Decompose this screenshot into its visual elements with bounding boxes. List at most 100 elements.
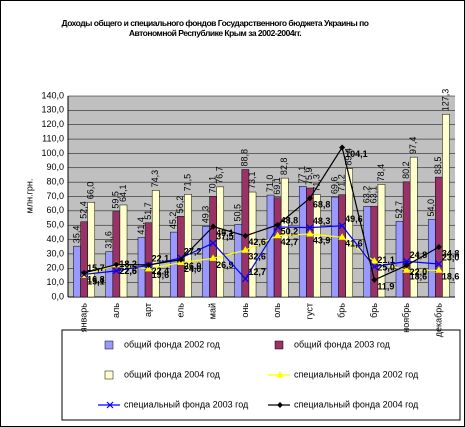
- data-label: 77,1: [297, 166, 307, 184]
- x-tick-label: январь: [79, 303, 89, 333]
- line-marker: [435, 244, 442, 251]
- y-tick-label: 80,0: [46, 177, 64, 187]
- line-marker: [305, 230, 314, 237]
- data-label: 97,4: [408, 137, 418, 155]
- y-axis-label: млн.грн.: [24, 179, 34, 214]
- line: [83, 146, 440, 281]
- bar: [112, 211, 121, 298]
- data-label: 52,7: [394, 201, 404, 219]
- x-tick-label: густ: [304, 303, 314, 319]
- line-marker: [106, 401, 114, 409]
- bar: [119, 204, 128, 298]
- data-label: 22,4: [152, 266, 170, 276]
- data-label: 83,5: [433, 157, 443, 175]
- y-tick-label: 140,0: [41, 90, 64, 100]
- data-label: 48,8: [281, 215, 299, 225]
- legend-label: общий фонда 2003 год: [294, 339, 391, 349]
- data-label: 74,3: [150, 170, 160, 188]
- data-label: 88,8: [240, 149, 250, 167]
- bar: [105, 251, 114, 298]
- data-label: 18,6: [410, 272, 428, 282]
- y-tick-label: 20,0: [46, 263, 64, 273]
- line-marker: [306, 224, 314, 232]
- bar: [395, 221, 404, 298]
- data-label: 70,1: [208, 176, 218, 194]
- x-tick-label: брь: [337, 303, 347, 318]
- x-tick-label: ель: [175, 303, 185, 318]
- data-label: 49,3: [200, 206, 210, 224]
- data-label: 22,5: [119, 266, 137, 276]
- data-label: 41,4: [136, 217, 146, 235]
- bar: [331, 196, 339, 298]
- data-label: 48,3: [313, 216, 331, 226]
- y-tick-label: 90,0: [46, 162, 64, 172]
- data-label: 73,1: [247, 172, 257, 190]
- line-marker: [241, 275, 249, 283]
- data-label: 52,4: [79, 201, 89, 219]
- data-label: 71,2: [337, 174, 347, 192]
- data-label: 27,2: [184, 246, 202, 256]
- bar: [248, 191, 257, 298]
- line-marker: [338, 222, 346, 230]
- legend-swatch: [274, 340, 284, 350]
- line-marker: [306, 195, 313, 202]
- data-label: 24,8: [410, 250, 428, 260]
- line-marker: [434, 266, 443, 273]
- line-marker: [276, 371, 284, 378]
- data-label: 69,6: [329, 177, 339, 195]
- line-marker: [81, 269, 88, 276]
- data-label: 104,1: [345, 149, 368, 159]
- bar: [345, 168, 354, 298]
- line-marker: [371, 276, 378, 283]
- y-tick-label: 130,0: [41, 105, 64, 115]
- line-marker: [277, 402, 283, 408]
- data-label: 56,2: [175, 196, 185, 214]
- legend-label: специальный фонда 2002 год: [294, 369, 419, 379]
- bar: [184, 194, 192, 298]
- data-label: 50,5: [233, 204, 243, 222]
- data-label: 43,9: [313, 235, 331, 245]
- data-label: 21,1: [377, 255, 395, 265]
- data-label: 35,4: [71, 226, 81, 244]
- x-tick-label: онь: [240, 303, 250, 318]
- line-marker: [435, 260, 443, 268]
- legend-swatch: [104, 370, 114, 380]
- data-label: 32,6: [248, 252, 266, 262]
- chart-title: Доходы общего и специального фондов Госу…: [61, 18, 369, 38]
- data-label: 63,1: [369, 186, 379, 204]
- line-marker: [177, 256, 184, 263]
- title-box: Доходы общего и специального фондов Госу…: [61, 18, 369, 38]
- x-tick-label: арт: [143, 303, 153, 317]
- data-label: 78,4: [376, 164, 386, 182]
- line-marker: [209, 239, 217, 247]
- data-label: 34,8: [442, 248, 460, 258]
- data-label: 45,2: [168, 212, 178, 230]
- data-label: 63,2: [362, 186, 372, 204]
- data-label: 42,7: [281, 237, 299, 247]
- line-marker: [403, 262, 410, 269]
- data-label: 66,0: [86, 182, 96, 200]
- data-label: 76,7: [215, 166, 225, 184]
- x-tick-label: май: [208, 303, 218, 319]
- legend-label: общий фонда 2004 год: [124, 369, 221, 379]
- legend: [61, 329, 461, 421]
- bar: [151, 190, 160, 298]
- y-tick-label: 100,0: [41, 148, 64, 158]
- bar: [298, 186, 307, 298]
- data-label: 49,6: [345, 214, 363, 224]
- bar: [73, 245, 81, 298]
- data-label: 69,1: [272, 177, 282, 195]
- data-label: 49,1: [216, 228, 234, 238]
- y-tick-label: 0,0: [51, 291, 64, 301]
- data-label: 25,0: [377, 262, 395, 272]
- data-label: 127,3: [440, 89, 450, 112]
- data-label: 42,6: [248, 237, 266, 247]
- data-label: 80,2: [401, 161, 411, 179]
- data-label: 22,6: [119, 266, 137, 276]
- data-label: 54,0: [426, 199, 436, 217]
- data-label: 15,7: [87, 263, 105, 273]
- line: [83, 233, 439, 276]
- data-label: 18,6: [442, 272, 460, 282]
- bar: [409, 156, 418, 298]
- data-label: 22,0: [410, 267, 428, 277]
